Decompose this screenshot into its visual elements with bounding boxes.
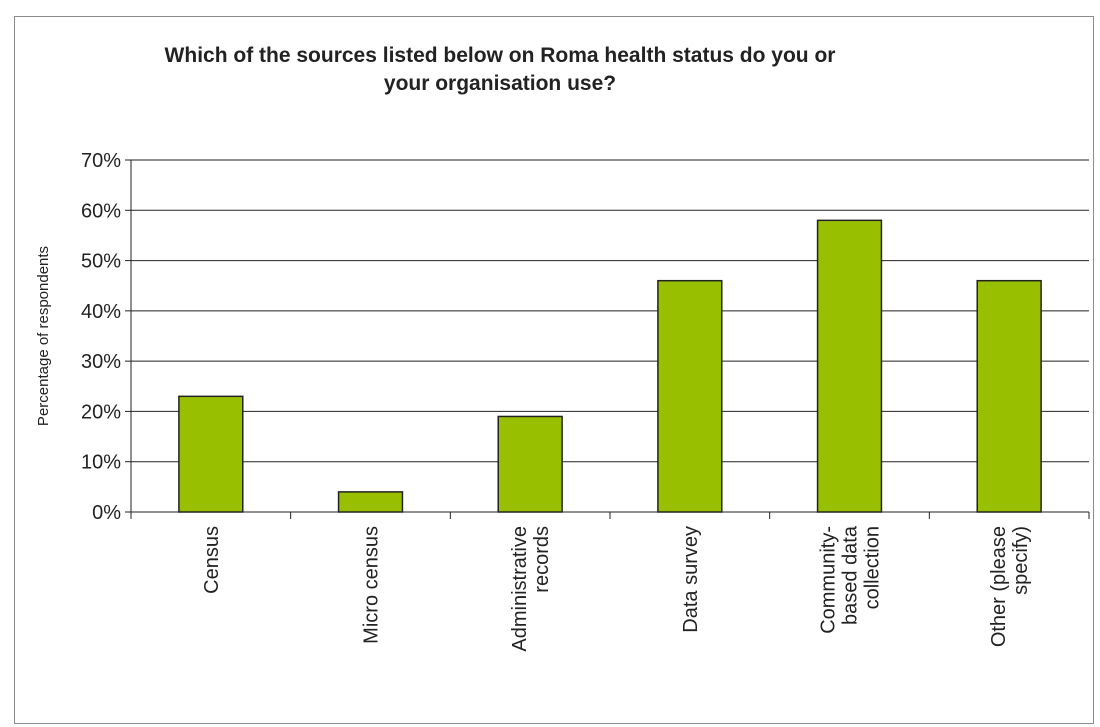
bar (497, 415, 563, 513)
y-tick-label: 20% (81, 401, 121, 423)
x-category-label-line: based data (840, 525, 862, 625)
y-tick-label: 50% (81, 251, 121, 273)
bar (816, 219, 883, 513)
x-category-label-line: Census (201, 526, 223, 594)
y-tick-label: 70% (81, 150, 121, 172)
y-tick-label: 0% (92, 502, 121, 524)
y-axis-title: Percentage of respondents (35, 246, 52, 426)
bar (337, 491, 404, 513)
x-category-label-line: Data survey (680, 526, 702, 633)
chart-frame (14, 16, 1094, 724)
x-category-label-line: specify) (1010, 526, 1032, 595)
bar (657, 279, 723, 513)
y-tick-label: 40% (81, 301, 121, 323)
x-category-label-line: Micro census (361, 526, 383, 644)
y-tick-label: 10% (81, 452, 121, 474)
axes (125, 159, 1090, 519)
x-category-label-line: collection (862, 526, 884, 609)
x-category-label: Other (please specify) (988, 526, 1032, 647)
chart-title-line-1: Which of the sources listed below on Rom… (164, 44, 836, 67)
x-category-label-line: Administrative (509, 526, 531, 652)
bars (178, 219, 1042, 513)
x-category-label-line: Other (please (988, 526, 1010, 647)
x-category-label-line: Community- (818, 526, 840, 634)
gridlines (131, 159, 1089, 463)
y-tick-label: 60% (81, 200, 121, 222)
x-category-label: Micro census (361, 526, 383, 644)
x-category-label: Administrative records (509, 526, 553, 652)
labels: 0% 10% 20% 30% 40% 50% 60% 70% Census Micro censu… (35, 150, 1032, 652)
y-tick-label: 30% (81, 351, 121, 373)
x-category-label-line: records (531, 526, 553, 593)
chart-title: Which of the sources listed below on Rom… (90, 42, 910, 98)
x-category-label: Census (201, 526, 223, 594)
chart-title-line-2: your organisation use? (383, 72, 617, 95)
x-category-label: Data survey (680, 526, 702, 633)
x-category-label: Community-based data collection (818, 525, 884, 634)
bar (178, 395, 244, 513)
bar (976, 279, 1042, 513)
